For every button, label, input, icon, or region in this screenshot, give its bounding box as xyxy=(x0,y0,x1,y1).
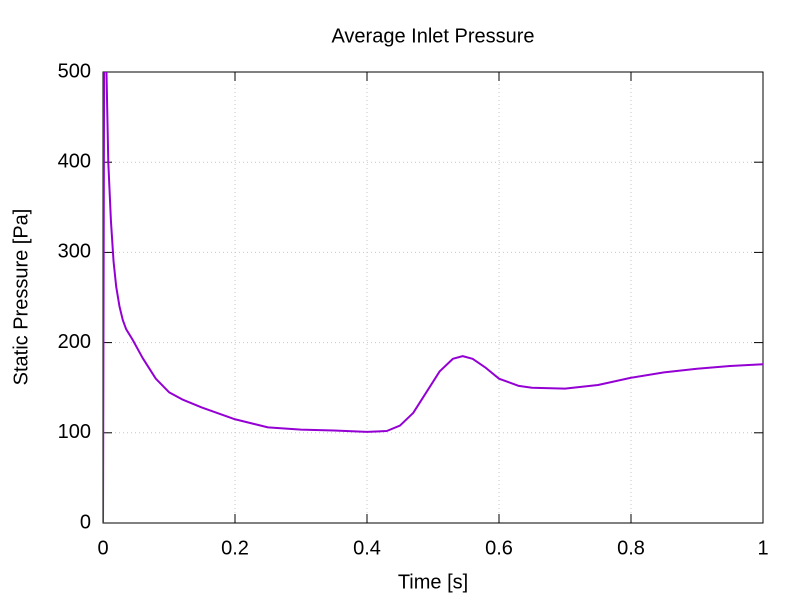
y-tick-label: 0 xyxy=(80,511,91,533)
y-tick-label: 100 xyxy=(58,421,91,443)
x-tick-label: 0.8 xyxy=(617,537,645,559)
y-tick-label: 500 xyxy=(58,60,91,82)
x-tick-label: 0.6 xyxy=(485,537,513,559)
y-tick-label: 200 xyxy=(58,331,91,353)
x-tick-label: 0.2 xyxy=(221,537,249,559)
x-tick-label: 0 xyxy=(97,537,108,559)
data-line xyxy=(103,72,763,523)
x-tick-label: 0.4 xyxy=(353,537,381,559)
plot-border xyxy=(102,71,764,524)
x-tick-label: 1 xyxy=(757,537,768,559)
y-tick-label: 300 xyxy=(58,241,91,263)
y-tick-label: 400 xyxy=(58,150,91,172)
y-axis-label: Static Pressure [Pa] xyxy=(10,209,32,386)
x-axis-label: Time [s] xyxy=(398,571,468,593)
series-group xyxy=(103,72,763,523)
chart-title: Average Inlet Pressure xyxy=(331,25,534,47)
